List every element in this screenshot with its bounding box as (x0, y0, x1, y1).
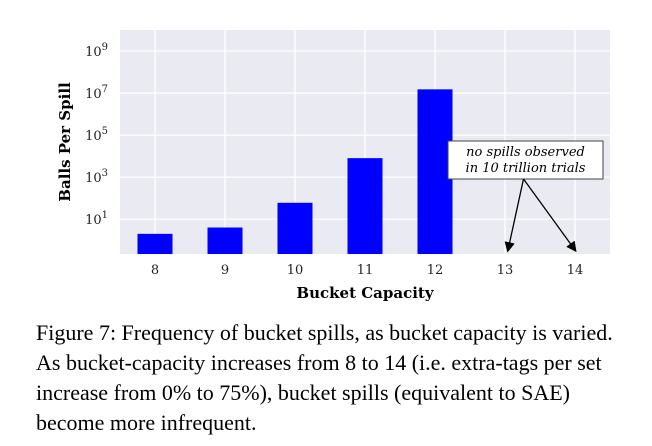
x-tick-label: 14 (567, 263, 584, 278)
annotation-arrow-14 (522, 178, 577, 253)
y-tick-labels: 101 103 105 107 109 (85, 42, 108, 228)
bar-8 (137, 233, 173, 254)
x-tick-label: 11 (357, 263, 374, 278)
annotation-box (447, 140, 604, 180)
x-tick-label: 12 (427, 263, 444, 278)
annotation: no spills observed in 10 trillion trials (447, 140, 604, 253)
y-axis-label: Balls Per Spill (56, 82, 74, 202)
x-tick-labels: 8 9 10 11 12 13 14 (151, 263, 583, 278)
x-tick-label: 13 (497, 263, 514, 278)
bar-9 (207, 227, 243, 254)
bar-chart: 8 9 10 11 12 13 14 101 103 105 107 109 Bucket Capa… (56, 30, 610, 302)
x-tick-label: 8 (151, 263, 159, 278)
bars (137, 89, 453, 254)
bar-12 (417, 89, 453, 254)
bar-11 (347, 158, 383, 254)
grid-lines (120, 30, 610, 254)
y-tick-label: 105 (85, 126, 108, 144)
annotation-arrow-13 (504, 178, 525, 253)
bar-10 (277, 202, 313, 254)
y-tick-label: 109 (85, 42, 108, 60)
y-tick-label: 107 (85, 84, 108, 102)
figure-caption: Figure 7: Frequency of bucket spills, as… (36, 320, 613, 435)
annotation-line-2: in 10 trillion trials (466, 161, 586, 176)
x-tick-label: 10 (287, 263, 304, 278)
annotation-line-1: no spills observed (466, 145, 585, 160)
y-tick-label: 103 (85, 168, 108, 186)
x-axis-label: Bucket Capacity (296, 284, 434, 302)
y-tick-label: 101 (85, 210, 108, 228)
x-tick-label: 9 (221, 263, 229, 278)
